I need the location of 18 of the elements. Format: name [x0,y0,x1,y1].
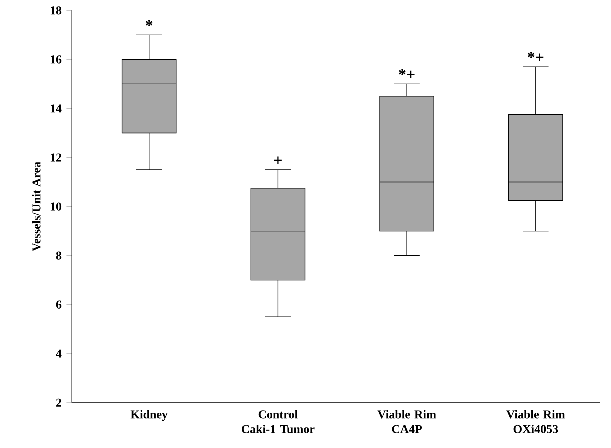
annotation: *+ [399,69,415,78]
y-tick-label: 8 [56,252,62,260]
annotation: *+ [528,52,544,62]
x-tick-label: Viable Rim OXi4053 [506,410,566,434]
x-tick-label: Control Caki-1 Tumor [242,410,315,434]
y-axis-title: Vessels/Unit Area [32,162,41,252]
y-tick-label: 16 [50,56,62,64]
annotation: + [274,156,282,164]
annotation: * [146,20,153,26]
y-tick-label: 2 [56,398,62,407]
y-tick-label: 18 [50,6,62,15]
y-tick-label: 6 [56,300,62,309]
y-tick-label: 4 [56,350,62,358]
x-tick-label: Viable Rim CA4P [378,410,436,434]
y-tick-label: 10 [50,202,62,211]
x-tick-label: Kidney [130,410,168,422]
y-tick-label: 12 [50,154,62,162]
y-tick-label: 14 [50,104,62,113]
